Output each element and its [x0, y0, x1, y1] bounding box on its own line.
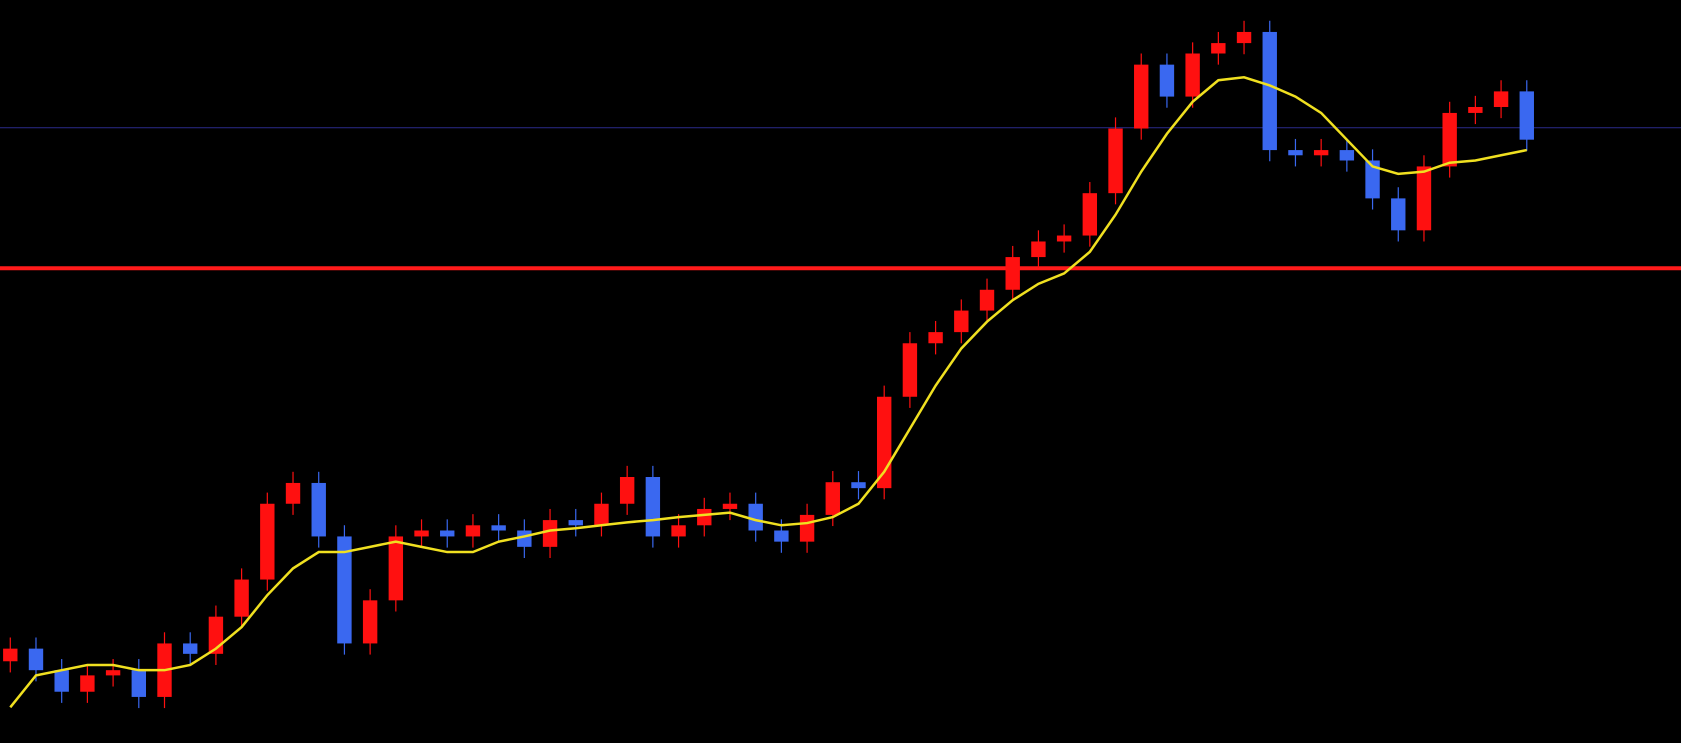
candle-body — [285, 482, 301, 504]
moving-average — [9, 75, 1528, 709]
candle-body — [1211, 43, 1226, 54]
candle-body — [928, 332, 943, 344]
candle-body — [1339, 150, 1355, 161]
candle-body — [1056, 235, 1072, 242]
candle-body — [183, 643, 198, 654]
candle-body — [1159, 64, 1175, 97]
candle-body — [1391, 198, 1406, 231]
candle-body — [337, 536, 352, 644]
candle-body — [671, 525, 686, 537]
candle-body — [1134, 64, 1149, 129]
candle-body — [1262, 31, 1277, 151]
candle-body — [362, 600, 378, 644]
candle-body — [748, 503, 763, 531]
candle-body — [876, 396, 892, 489]
candle-body — [311, 482, 326, 537]
candle-body — [1108, 128, 1123, 194]
candle-body — [619, 477, 635, 504]
candle-body — [491, 525, 506, 531]
candle-body — [979, 289, 995, 311]
candle-body — [1416, 166, 1432, 231]
candle-body — [54, 670, 69, 692]
candle-body — [234, 579, 249, 617]
candle-body — [722, 503, 738, 509]
candle-body — [131, 670, 146, 697]
candle-body — [902, 343, 918, 397]
candle-body — [465, 525, 481, 537]
candle-body — [1288, 150, 1303, 156]
candle-body — [105, 670, 121, 676]
candle-body — [414, 530, 429, 537]
candle-body — [1185, 53, 1200, 97]
candle-body — [3, 648, 18, 662]
candle-body — [28, 648, 44, 671]
candle-body — [1082, 193, 1098, 236]
candle-body — [697, 508, 712, 526]
candle-body — [774, 530, 789, 542]
candle-body — [594, 503, 609, 526]
candle-body — [568, 520, 583, 526]
candle-body — [954, 310, 969, 333]
candle-body — [1468, 106, 1483, 113]
candle-body — [440, 530, 455, 537]
candle-body — [1031, 241, 1046, 258]
candle-body — [1519, 91, 1534, 140]
candle-body — [260, 503, 275, 580]
candle-body — [1236, 31, 1252, 44]
candle-body — [825, 482, 840, 515]
candle-body — [388, 536, 404, 601]
candle-body — [645, 477, 661, 537]
candle-body — [1313, 150, 1329, 156]
candle-body — [1442, 112, 1457, 167]
candle-body — [851, 482, 866, 489]
candle-body — [542, 520, 558, 547]
candle-body — [80, 675, 95, 692]
candle-body — [799, 514, 815, 542]
candle-body — [1005, 257, 1020, 290]
candle-body — [1365, 160, 1380, 199]
candle-body — [1493, 91, 1509, 107]
